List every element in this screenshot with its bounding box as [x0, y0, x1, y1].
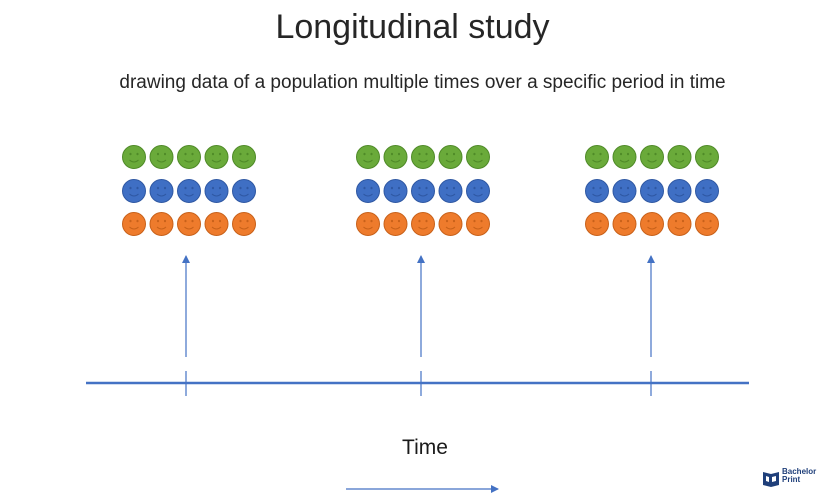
- smiley-face-icon: [695, 145, 719, 169]
- population-sample-2: [356, 145, 490, 236]
- smiley-face-icon: [149, 145, 174, 169]
- smiley-face-icon: [383, 179, 408, 203]
- smiley-face-icon: [466, 145, 490, 169]
- smiley-face-icon: [122, 212, 146, 236]
- sample-arrows: [182, 255, 655, 357]
- smiley-face-icon: [640, 212, 664, 236]
- smiley-face-icon: [383, 212, 408, 236]
- smiley-face-icon: [204, 212, 229, 236]
- smiley-face-icon: [667, 212, 692, 236]
- smiley-face-icon: [177, 179, 201, 203]
- timeline: [86, 371, 749, 396]
- smiley-face-icon: [438, 179, 463, 203]
- time-axis-label: Time: [402, 436, 448, 459]
- smiley-face-icon: [466, 212, 490, 236]
- smiley-face-icon: [383, 145, 408, 169]
- smiley-face-icon: [149, 179, 174, 203]
- smiley-face-icon: [232, 179, 256, 203]
- smiley-face-icon: [356, 179, 380, 203]
- smiley-face-icon: [585, 212, 609, 236]
- smiley-face-icon: [411, 212, 435, 236]
- smiley-face-icon: [177, 212, 201, 236]
- bachelorprint-logo: Bachelor Print: [762, 468, 822, 490]
- smiley-face-icon: [585, 145, 609, 169]
- smiley-face-icon: [411, 145, 435, 169]
- smiley-face-icon: [411, 179, 435, 203]
- population-samples: [122, 145, 719, 236]
- book-logo-icon: [763, 472, 779, 487]
- smiley-face-icon: [640, 145, 664, 169]
- smiley-face-icon: [466, 179, 490, 203]
- smiley-face-icon: [612, 145, 637, 169]
- smiley-face-icon: [438, 145, 463, 169]
- smiley-face-icon: [149, 212, 174, 236]
- smiley-face-icon: [356, 212, 380, 236]
- smiley-face-icon: [695, 179, 719, 203]
- smiley-face-icon: [204, 145, 229, 169]
- smiley-face-icon: [640, 179, 664, 203]
- smiley-face-icon: [177, 145, 201, 169]
- smiley-face-icon: [667, 179, 692, 203]
- smiley-face-icon: [612, 212, 637, 236]
- smiley-face-icon: [356, 145, 380, 169]
- population-sample-1: [122, 145, 256, 236]
- subtitle: drawing data of a population multiple ti…: [119, 72, 726, 93]
- page-title: Longitudinal study: [275, 8, 550, 46]
- smiley-face-icon: [585, 179, 609, 203]
- smiley-face-icon: [204, 179, 229, 203]
- smiley-face-icon: [122, 179, 146, 203]
- logo-text: Bachelor Print: [782, 468, 816, 484]
- smiley-face-icon: [438, 212, 463, 236]
- population-sample-3: [585, 145, 719, 236]
- smiley-face-icon: [232, 212, 256, 236]
- smiley-face-icon: [122, 145, 146, 169]
- smiley-face-icon: [667, 145, 692, 169]
- logo-line-1: Bachelor: [782, 467, 817, 476]
- smiley-face-icon: [232, 145, 256, 169]
- smiley-face-icon: [612, 179, 637, 203]
- smiley-face-icon: [695, 212, 719, 236]
- logo-line-2: Print: [782, 475, 801, 484]
